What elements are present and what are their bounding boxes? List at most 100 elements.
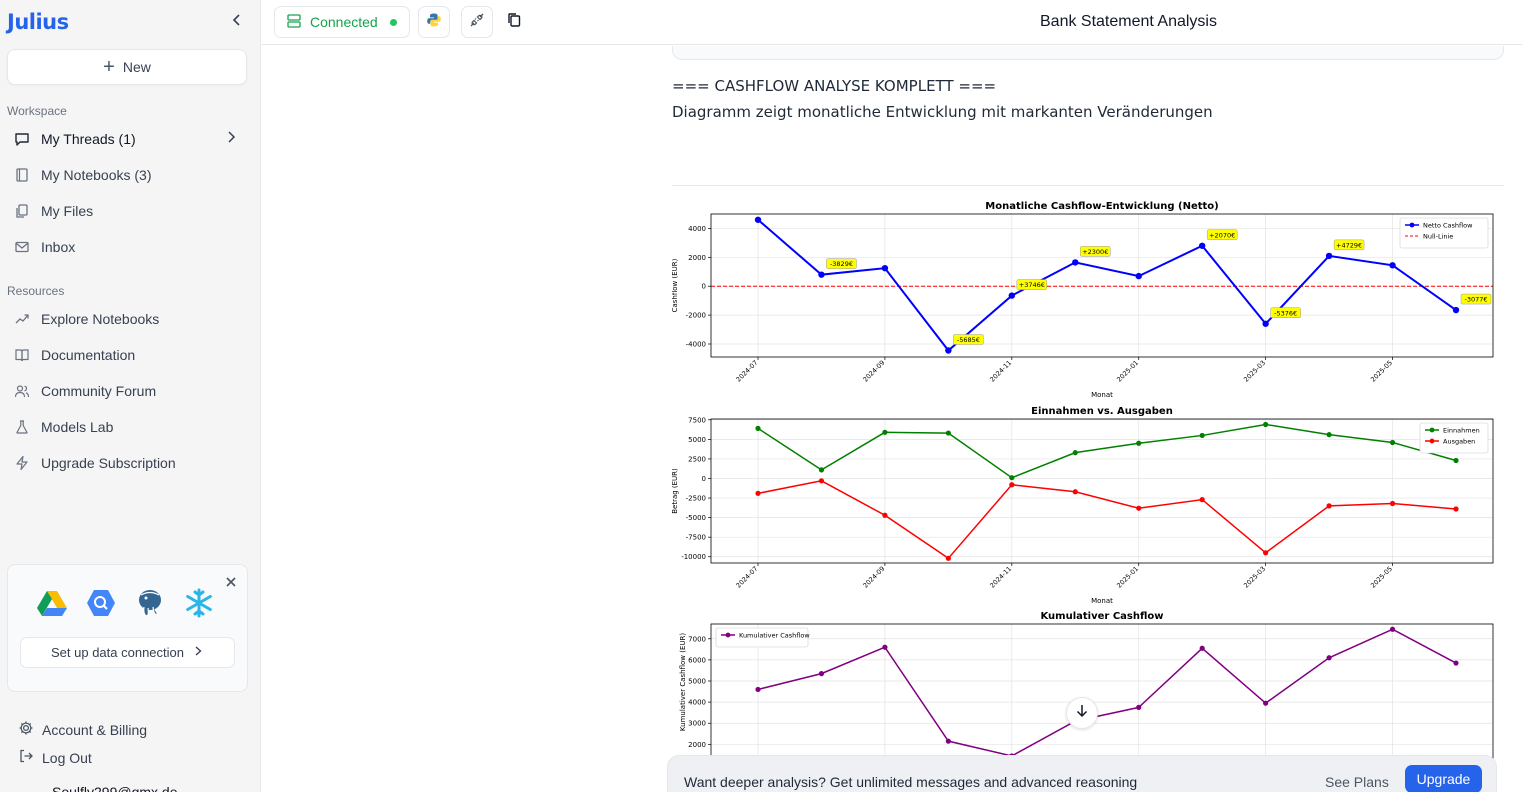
flask-icon <box>9 419 35 435</box>
y-tick-label: 0 <box>702 475 706 483</box>
chart-title: Monatliche Cashflow-Entwicklung (Netto) <box>985 201 1218 212</box>
sidebar-item-label: My Files <box>41 203 94 219</box>
annotation-box <box>1333 239 1365 251</box>
sidebar-item-community-forum[interactable]: Community Forum <box>7 377 252 405</box>
chevron-right-icon <box>224 130 238 147</box>
output-line-1: === CASHFLOW ANALYSE KOMPLETT === <box>672 77 997 95</box>
data-point <box>1072 259 1079 266</box>
account-billing-label: Account & Billing <box>42 721 148 738</box>
message-icon <box>9 131 35 147</box>
python-button[interactable] <box>418 6 450 38</box>
chevron-left-icon <box>232 14 240 26</box>
sidebar-item-label: My Threads (1) <box>41 131 136 147</box>
legend-label: Kumulativer Cashflow <box>739 632 810 640</box>
collapse-sidebar-button[interactable] <box>226 12 248 34</box>
data-point <box>882 429 888 435</box>
y-tick-label: 7500 <box>688 416 706 424</box>
plug-button[interactable] <box>461 6 493 38</box>
data-point <box>755 425 761 431</box>
julius-logo[interactable]: Julius <box>7 10 69 34</box>
data-point <box>1009 475 1015 481</box>
annotation-text: +2070€ <box>1209 231 1235 239</box>
sidebar-item-upgrade-subscription[interactable]: Upgrade Subscription <box>7 449 252 477</box>
plug-icon <box>469 12 485 33</box>
data-point <box>945 555 951 561</box>
data-point <box>1198 242 1206 249</box>
connection-status-button[interactable]: Connected <box>274 6 410 38</box>
notebook-icon <box>9 167 35 183</box>
data-point <box>755 686 761 693</box>
sidebar-item-notebooks[interactable]: My Notebooks (3) <box>7 161 252 189</box>
sidebar-item-label: Inbox <box>41 239 76 255</box>
see-plans-link[interactable]: See Plans <box>1325 774 1389 790</box>
sidebar-item-explore-notebooks[interactable]: Explore Notebooks <box>7 305 252 333</box>
close-icon[interactable] <box>225 575 237 591</box>
data-point <box>945 738 951 744</box>
sidebar-item-inbox[interactable]: Inbox <box>7 233 252 261</box>
legend-marker <box>1429 438 1435 444</box>
annotation-text: +3746€ <box>1019 281 1045 289</box>
x-axis-label: Monat <box>1091 597 1113 605</box>
y-tick-label: 3000 <box>688 720 706 728</box>
chart-1: Monatliche Cashflow-Entwicklung (Netto) -… <box>672 201 1494 399</box>
legend-label: Ausgaben <box>1443 438 1475 446</box>
scroll-to-bottom-button[interactable] <box>1066 697 1098 729</box>
sidebar-item-label: Models Lab <box>41 419 114 435</box>
y-tick-label: 2000 <box>688 254 706 262</box>
legend-label: Null-Linie <box>1423 233 1453 241</box>
data-point <box>1072 489 1078 495</box>
chart-legend: Kumulativer Cashflow <box>715 627 810 648</box>
connection-status-label: Connected <box>310 14 378 30</box>
x-tick-label: 2025-03 <box>1242 359 1267 384</box>
upgrade-button[interactable]: Upgrade <box>1405 765 1482 792</box>
log-out-link[interactable]: Log Out <box>18 748 92 767</box>
data-connection-card: Set up data connection <box>7 564 248 692</box>
sidebar-item-files[interactable]: My Files <box>7 197 252 225</box>
users-icon <box>9 383 35 399</box>
annotation-label: +4729€ <box>1333 239 1365 251</box>
annotation-label: -3829€ <box>826 258 857 269</box>
data-point <box>1136 440 1142 446</box>
legend-marker <box>1429 427 1435 433</box>
series-line <box>757 423 1457 479</box>
y-tick-label: 0 <box>702 283 706 291</box>
data-point <box>1199 432 1205 439</box>
new-button[interactable]: + New <box>7 49 247 85</box>
gear-icon <box>18 720 34 739</box>
data-point <box>1263 421 1269 428</box>
data-point <box>1389 439 1396 446</box>
data-point <box>1389 262 1396 269</box>
google-drive-icon <box>36 587 68 619</box>
page-title: Bank Statement Analysis <box>1040 13 1217 30</box>
sidebar-item-models-lab[interactable]: Models Lab <box>7 413 252 441</box>
annotation-box <box>1270 307 1301 319</box>
y-tick-label: -7500 <box>686 534 706 542</box>
legend-label: Einnahmen <box>1443 427 1480 435</box>
copy-button[interactable] <box>504 12 524 32</box>
y-tick-label: -4000 <box>686 341 706 349</box>
book-icon <box>9 347 35 363</box>
main-content: === CASHFLOW ANALYSE KOMPLETT === Diagra… <box>262 46 1522 792</box>
sidebar-item-documentation[interactable]: Documentation <box>7 341 252 369</box>
annotation-label: -3077€ <box>1460 293 1492 305</box>
y-tick-label: -2000 <box>686 312 706 320</box>
y-axis-label: Kumulativer Cashflow (EUR) <box>679 633 687 731</box>
account-billing-link[interactable]: Account & Billing <box>18 720 147 739</box>
x-tick-label: 2024-07 <box>735 565 760 590</box>
annotation-box <box>1206 229 1238 241</box>
data-point <box>818 271 825 278</box>
data-point <box>1452 306 1460 314</box>
data-point <box>1136 505 1142 511</box>
y-tick-label: -5000 <box>686 514 706 522</box>
sidebar-item-label: Explore Notebooks <box>41 311 160 327</box>
plus-icon: + <box>103 56 115 78</box>
data-point <box>882 644 888 650</box>
series-line <box>757 219 1457 352</box>
x-tick-label: 2024-07 <box>735 359 760 384</box>
setup-data-connection-button[interactable]: Set up data connection <box>20 637 235 668</box>
sidebar-item-threads[interactable]: My Threads (1) <box>7 125 252 153</box>
data-point <box>1389 500 1396 507</box>
plot-frame <box>710 418 1494 564</box>
upgrade-banner: Want deeper analysis? Get unlimited mess… <box>667 755 1497 792</box>
legend-box <box>1399 217 1489 249</box>
